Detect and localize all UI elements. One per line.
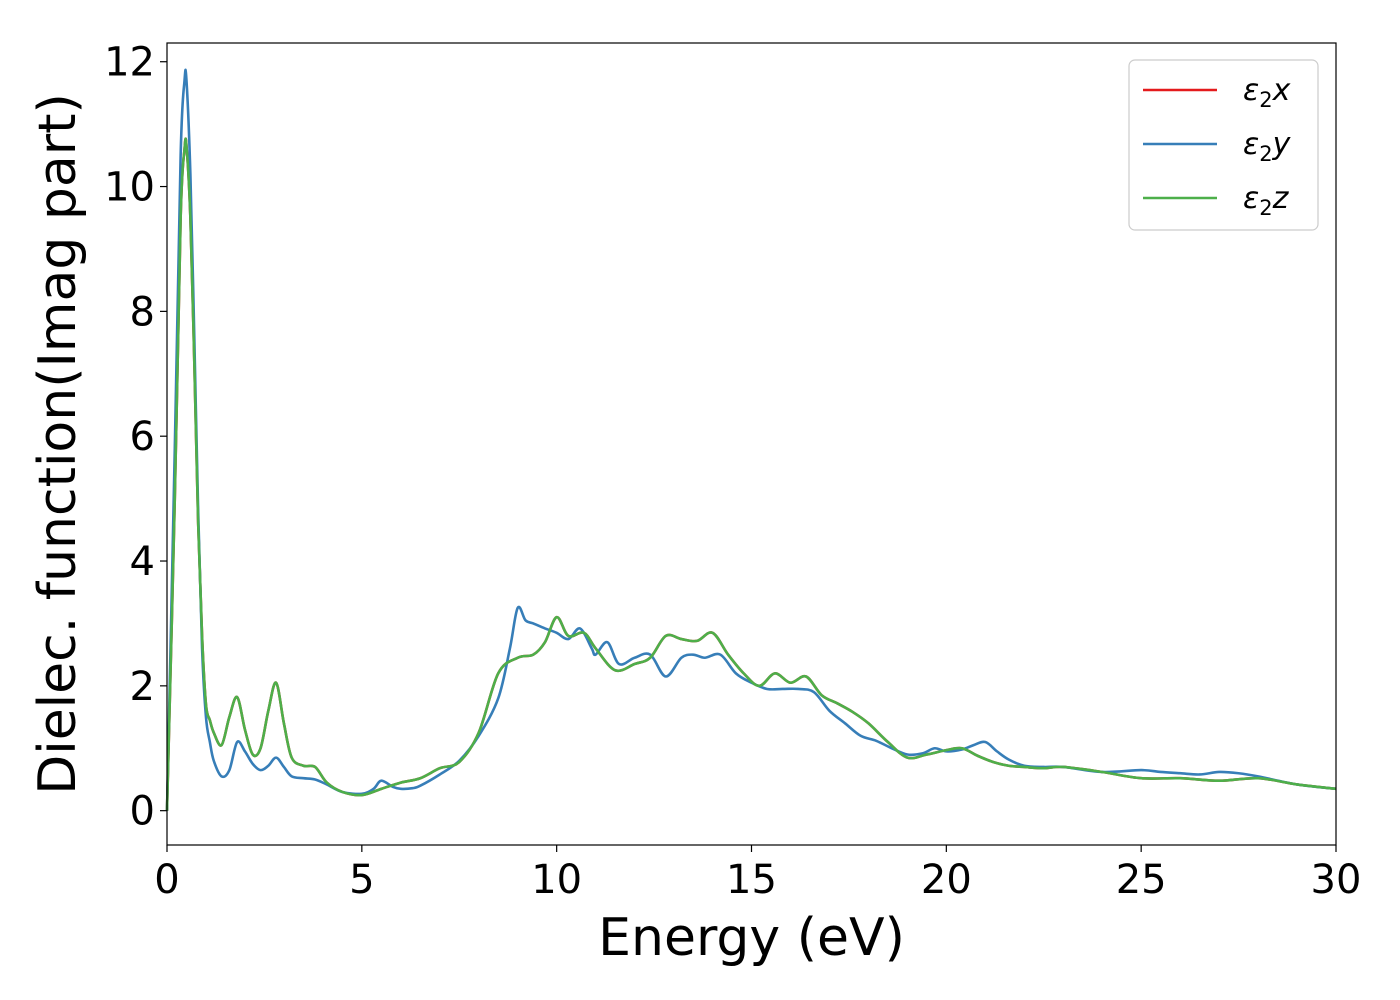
x-tick-label: 30 [1311,857,1362,903]
x-tick-label: 5 [349,857,374,903]
series-line-x [165,137,1337,811]
y-tick-label: 12 [104,40,155,86]
y-axis-ticks: 0 2 4 6 8 10 12 [104,40,167,835]
series-line-z [165,137,1337,811]
y-axis-label: Dielec. function(Imag part) [28,93,88,795]
y-tick-label: 2 [130,664,155,710]
y-tick-label: 6 [130,414,155,460]
y-tick-label: 4 [130,539,155,585]
legend-label-z: ε2z [1243,181,1290,220]
y-tick-label: 10 [104,165,155,211]
x-axis-ticks: 0 5 10 15 20 25 30 [154,845,1361,903]
legend-box [1128,59,1319,231]
plot-lines [165,68,1337,811]
x-axis-label: Energy (eV) [598,908,905,968]
legend-label-x: ε2x [1243,73,1291,112]
legend-label-y: ε2y [1243,127,1292,166]
x-tick-label: 15 [726,857,777,903]
legend: ε2x ε2y ε2z [1128,59,1319,231]
x-tick-label: 0 [154,857,179,903]
x-tick-label: 20 [921,857,972,903]
x-tick-label: 25 [1116,857,1167,903]
series-line-y [165,68,1337,811]
x-tick-label: 10 [531,857,582,903]
y-tick-label: 8 [130,289,155,335]
y-tick-label: 0 [130,789,155,835]
